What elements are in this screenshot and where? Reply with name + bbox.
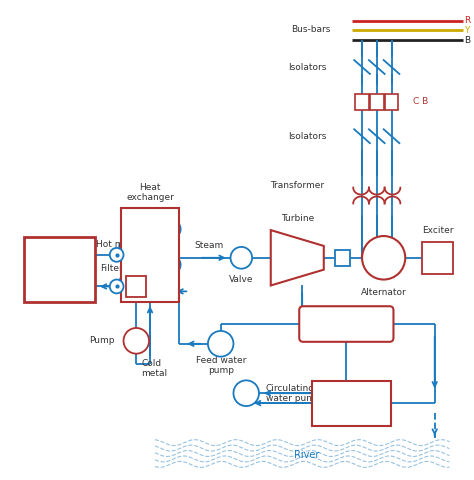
Circle shape: [208, 331, 234, 357]
Text: Exhaust
Steam: Exhaust Steam: [317, 311, 353, 330]
Text: Isolators: Isolators: [288, 62, 327, 72]
Text: Alternator: Alternator: [361, 288, 407, 297]
Text: Nuclear
reactor: Nuclear reactor: [41, 259, 79, 280]
Text: Turbine: Turbine: [281, 214, 314, 223]
Text: Pump: Pump: [89, 336, 115, 345]
Text: Cold
metal: Cold metal: [141, 359, 167, 378]
Text: Isolators: Isolators: [288, 132, 327, 141]
Text: Transformer: Transformer: [270, 181, 324, 190]
Text: River: River: [294, 450, 320, 460]
Text: Cooling
tower: Cooling tower: [333, 392, 369, 414]
Text: Y: Y: [464, 26, 470, 35]
Text: Circulating
water pump: Circulating water pump: [266, 384, 320, 403]
Text: Exciter: Exciter: [422, 226, 454, 235]
Text: Steam: Steam: [194, 241, 224, 251]
Circle shape: [124, 328, 149, 354]
FancyBboxPatch shape: [299, 306, 393, 342]
Bar: [384, 94, 398, 109]
Text: Feed water
pump: Feed water pump: [195, 356, 246, 375]
Text: Bus-bars: Bus-bars: [291, 25, 331, 34]
Bar: [312, 381, 391, 426]
Circle shape: [362, 236, 405, 279]
Text: ~: ~: [377, 250, 390, 265]
Bar: [422, 242, 453, 274]
Bar: [335, 250, 350, 266]
Circle shape: [234, 380, 259, 406]
Bar: [24, 237, 95, 302]
Text: Hot metal: Hot metal: [96, 240, 141, 250]
Text: Valve: Valve: [229, 275, 254, 284]
Circle shape: [110, 279, 124, 293]
Circle shape: [230, 247, 252, 269]
Text: R: R: [464, 16, 470, 25]
Text: B: B: [464, 36, 470, 45]
Bar: [120, 208, 180, 302]
Text: C B: C B: [413, 97, 428, 106]
Circle shape: [110, 248, 124, 262]
Bar: [355, 94, 369, 109]
Bar: [370, 94, 383, 109]
Text: Filter: Filter: [100, 264, 123, 273]
Text: Heat
exchanger: Heat exchanger: [126, 183, 174, 202]
Text: Condenser: Condenser: [320, 319, 373, 329]
Bar: [127, 276, 146, 297]
